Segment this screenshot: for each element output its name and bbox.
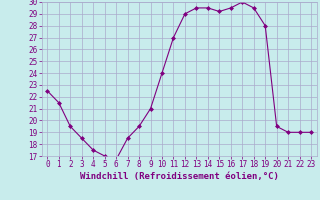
X-axis label: Windchill (Refroidissement éolien,°C): Windchill (Refroidissement éolien,°C) [80, 172, 279, 181]
